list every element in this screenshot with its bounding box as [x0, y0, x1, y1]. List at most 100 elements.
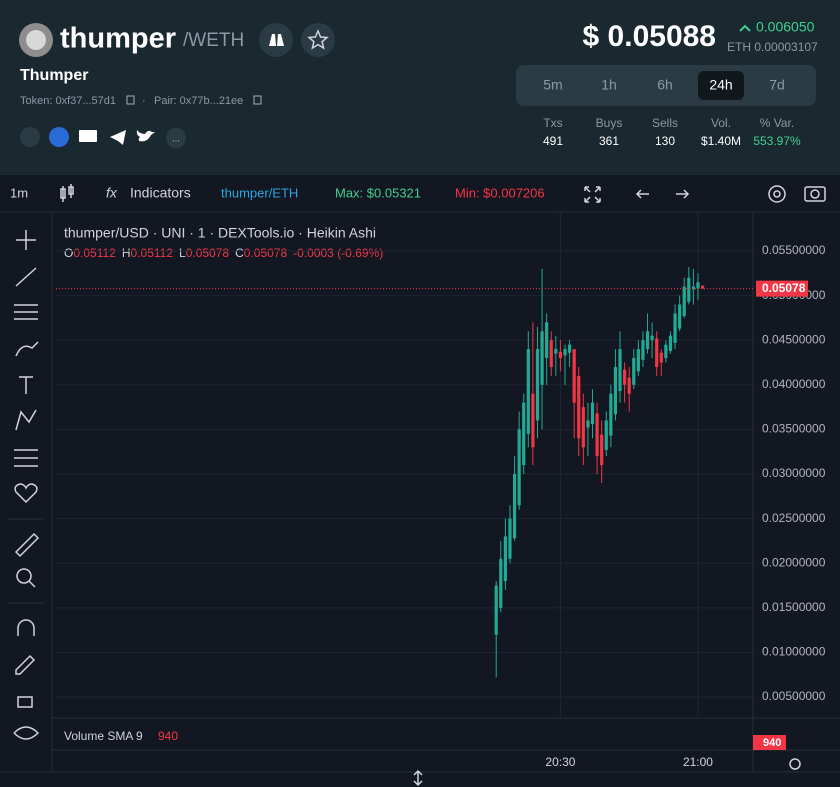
last-price-label: 0.05078: [762, 281, 806, 295]
candle-body: [641, 340, 645, 360]
copy-icon[interactable]: [253, 95, 262, 105]
fib-tool[interactable]: [14, 304, 38, 320]
stat-value: 130: [655, 134, 675, 148]
up-arrow: [739, 24, 751, 32]
stat-label: Vol.: [711, 116, 731, 130]
candle-body: [650, 335, 654, 341]
twitter-link[interactable]: [136, 130, 155, 142]
website-link[interactable]: [79, 130, 97, 142]
settings-icon[interactable]: [768, 185, 786, 203]
ohlc-label: L: [179, 246, 186, 260]
undo-icon[interactable]: [635, 189, 649, 199]
candle-body: [499, 558, 503, 608]
candle-body: [700, 285, 705, 289]
axis-settings[interactable]: [789, 758, 801, 770]
lock-draw-tool[interactable]: [15, 654, 36, 675]
more-label: ...: [172, 133, 180, 143]
crosshair-tool[interactable]: [16, 230, 36, 250]
y-tick-label: 0.02000000: [762, 555, 826, 569]
star-icon: [307, 29, 329, 50]
lock-tool[interactable]: [17, 696, 33, 708]
candle-body: [517, 429, 521, 506]
timeframe[interactable]: 24h: [709, 77, 732, 93]
x-tick-label: 20:30: [545, 755, 575, 769]
stat-label: Sells: [652, 116, 678, 130]
y-tick-label: 0.05500000: [762, 243, 826, 257]
token-name: thumper: [60, 23, 176, 55]
candle-body: [691, 286, 695, 290]
indicators[interactable]: Indicators: [130, 185, 191, 201]
ohlc-value: 0.05112: [73, 246, 116, 260]
candle-body: [563, 349, 567, 356]
price-eth: ETH 0.00003107: [727, 40, 818, 54]
pair-toggle[interactable]: thumper/ETH: [221, 185, 298, 200]
ohlc-label: H: [122, 246, 131, 260]
zoom-tool[interactable]: [16, 568, 32, 584]
telegram-link[interactable]: [110, 130, 126, 145]
timeframe[interactable]: 1h: [601, 77, 617, 93]
volume-label: Volume SMA 9: [64, 729, 143, 743]
timeframe[interactable]: 5m: [543, 77, 562, 93]
ohlc-legend: O 0.05112 H 0.05112 L 0.05078 C 0.05078 -0.0003 …: [64, 246, 383, 260]
candle-body: [600, 434, 604, 466]
candle-body: [659, 352, 663, 363]
candle-body: [655, 338, 659, 367]
candle-body: [627, 377, 631, 394]
screenshot-icon[interactable]: [804, 186, 826, 202]
price: $ 0.05088: [583, 20, 716, 53]
chart-link[interactable]: [49, 127, 69, 147]
candle-body: [632, 358, 636, 385]
timeframe[interactable]: 7d: [769, 77, 785, 93]
ruler-tool[interactable]: [14, 532, 40, 558]
candle-body: [678, 304, 682, 329]
quote: /WETH: [183, 30, 244, 51]
candle-body: [535, 349, 540, 421]
candle-body: [673, 313, 677, 343]
y-tick-label: 0.02500000: [762, 511, 826, 525]
magnet-tool[interactable]: [17, 619, 35, 636]
timeframe[interactable]: 6h: [657, 77, 673, 93]
ohlc-label: O: [64, 246, 73, 260]
fx-icon[interactable]: fx: [106, 185, 118, 201]
candle-body: [554, 349, 558, 354]
x-tick-label: 21:00: [683, 755, 713, 769]
min-price: Min: $0.007206: [455, 185, 545, 200]
separator: ·: [142, 95, 146, 107]
candle-body: [682, 286, 686, 317]
candle-body: [503, 536, 507, 582]
stat-label: % Var.: [760, 116, 794, 130]
compare-button[interactable]: [259, 23, 293, 57]
candle-body: [636, 349, 640, 372]
ohlc-value: 0.05078: [244, 246, 288, 260]
favorites-tool[interactable]: [14, 483, 38, 504]
footer: [0, 772, 840, 787]
share-button[interactable]: [20, 127, 40, 147]
stat-value: 361: [599, 134, 619, 148]
redo-icon[interactable]: [676, 189, 690, 199]
stat-label: Txs: [543, 116, 562, 130]
brush-tool[interactable]: [15, 341, 39, 357]
candle-body: [604, 420, 608, 450]
visibility-tool[interactable]: [13, 726, 40, 740]
prediction-tool[interactable]: [14, 449, 38, 467]
copy-icon[interactable]: [126, 95, 135, 105]
interval[interactable]: 1m: [10, 185, 28, 200]
text-tool[interactable]: [19, 376, 33, 394]
ohlc-change: -0.0003 (-0.69%): [293, 246, 383, 260]
full-name: Thumper: [20, 67, 88, 84]
pattern-tool[interactable]: [15, 409, 37, 431]
chart-type-icon[interactable]: [60, 184, 74, 202]
y-tick-label: 0.01500000: [762, 600, 826, 614]
candle-body: [581, 407, 585, 448]
fullscreen-icon[interactable]: [584, 186, 601, 203]
stat-value: $1.40M: [701, 134, 741, 148]
trend-line-tool[interactable]: [15, 267, 37, 287]
favorite-button[interactable]: [301, 23, 335, 57]
pair-address: Pair: 0x77b...21ee: [154, 95, 243, 107]
more-button[interactable]: [166, 128, 186, 148]
resize-handle[interactable]: [413, 769, 423, 787]
candle-body: [609, 393, 613, 436]
candle-body: [586, 420, 590, 428]
